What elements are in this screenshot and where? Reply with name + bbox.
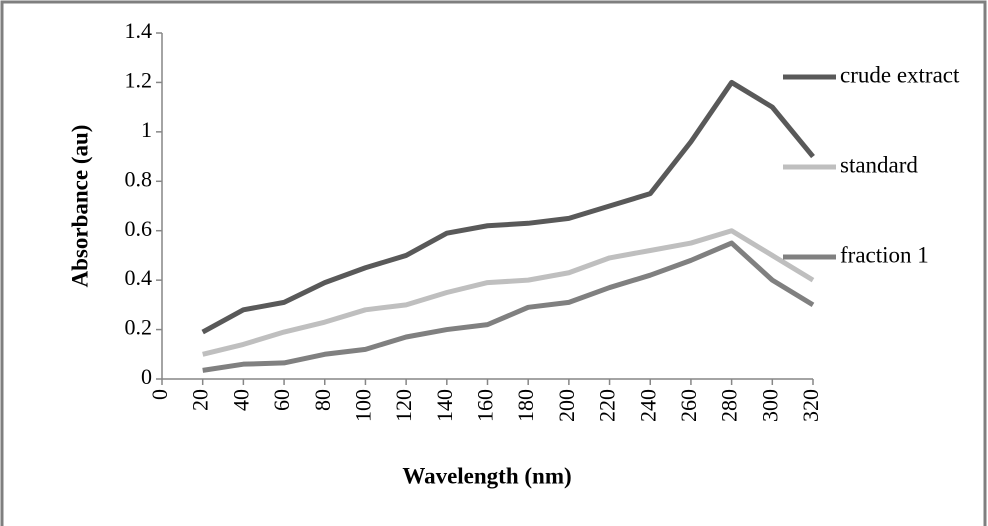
x-tick-label: 180 bbox=[513, 389, 538, 422]
legend-label: standard bbox=[840, 152, 918, 177]
y-tick-label: 1 bbox=[141, 117, 152, 142]
x-tick-label: 280 bbox=[717, 389, 742, 422]
y-tick-label: 1.2 bbox=[125, 67, 153, 92]
y-tick-label: 0.8 bbox=[125, 166, 153, 191]
legend-label: fraction 1 bbox=[840, 242, 929, 267]
y-tick-label: 0 bbox=[141, 364, 152, 389]
x-tick-label: 60 bbox=[269, 389, 294, 411]
y-tick-label: 0.4 bbox=[125, 265, 153, 290]
x-tick-label: 40 bbox=[228, 389, 253, 411]
x-tick-label: 300 bbox=[757, 389, 782, 422]
x-tick-label: 240 bbox=[635, 389, 660, 422]
series-line bbox=[202, 228, 815, 357]
y-axis-title: Absorbance (au) bbox=[67, 125, 92, 288]
x-tick-label: 80 bbox=[310, 389, 335, 411]
x-tick-label: 320 bbox=[798, 389, 823, 422]
x-tick-label: 160 bbox=[473, 389, 498, 422]
x-tick-label: 20 bbox=[188, 389, 213, 411]
x-axis-title: Wavelength (nm) bbox=[402, 463, 571, 488]
y-tick-label: 1.4 bbox=[125, 18, 153, 43]
x-tick-label: 0 bbox=[147, 389, 172, 400]
series-line bbox=[202, 240, 815, 373]
x-tick-label: 260 bbox=[676, 389, 701, 422]
x-tick-label: 100 bbox=[350, 389, 375, 422]
y-tick-label: 0.2 bbox=[125, 315, 153, 340]
series-line bbox=[201, 79, 815, 335]
x-tick-label: 120 bbox=[391, 389, 416, 422]
y-tick-label: 0.6 bbox=[125, 216, 153, 241]
x-tick-label: 200 bbox=[554, 389, 579, 422]
x-tick-label: 140 bbox=[432, 389, 457, 422]
x-tick-label: 220 bbox=[595, 389, 620, 422]
legend-label: crude extract bbox=[840, 62, 960, 87]
